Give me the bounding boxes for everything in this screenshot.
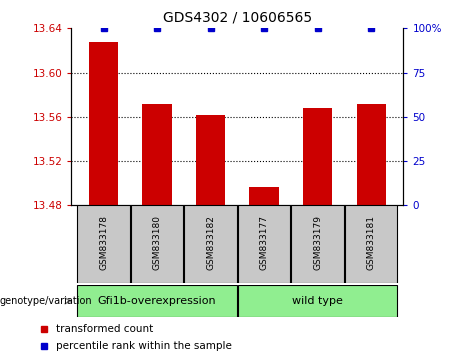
Text: GSM833180: GSM833180 [153, 215, 162, 270]
Bar [238, 285, 397, 317]
Text: GSM833177: GSM833177 [260, 215, 269, 270]
Text: genotype/variation: genotype/variation [0, 296, 93, 306]
Text: percentile rank within the sample: percentile rank within the sample [56, 341, 232, 351]
Bar [77, 285, 237, 317]
Text: Gfi1b-overexpression: Gfi1b-overexpression [98, 296, 216, 306]
Title: GDS4302 / 10606565: GDS4302 / 10606565 [163, 10, 312, 24]
Text: GSM833182: GSM833182 [206, 215, 215, 270]
Text: GSM833179: GSM833179 [313, 215, 322, 270]
Bar [184, 205, 237, 283]
Text: wild type: wild type [292, 296, 343, 306]
Bar [291, 205, 344, 283]
Bar [89, 42, 118, 205]
Text: GSM833181: GSM833181 [367, 215, 376, 270]
Bar [356, 104, 386, 205]
Bar [77, 205, 130, 283]
Bar [131, 205, 183, 283]
Text: GSM833178: GSM833178 [99, 215, 108, 270]
Bar [345, 205, 397, 283]
Bar [196, 115, 225, 205]
Bar [238, 205, 290, 283]
Bar [142, 104, 172, 205]
Text: transformed count: transformed count [56, 324, 154, 333]
Bar [249, 187, 279, 205]
Bar [303, 108, 332, 205]
